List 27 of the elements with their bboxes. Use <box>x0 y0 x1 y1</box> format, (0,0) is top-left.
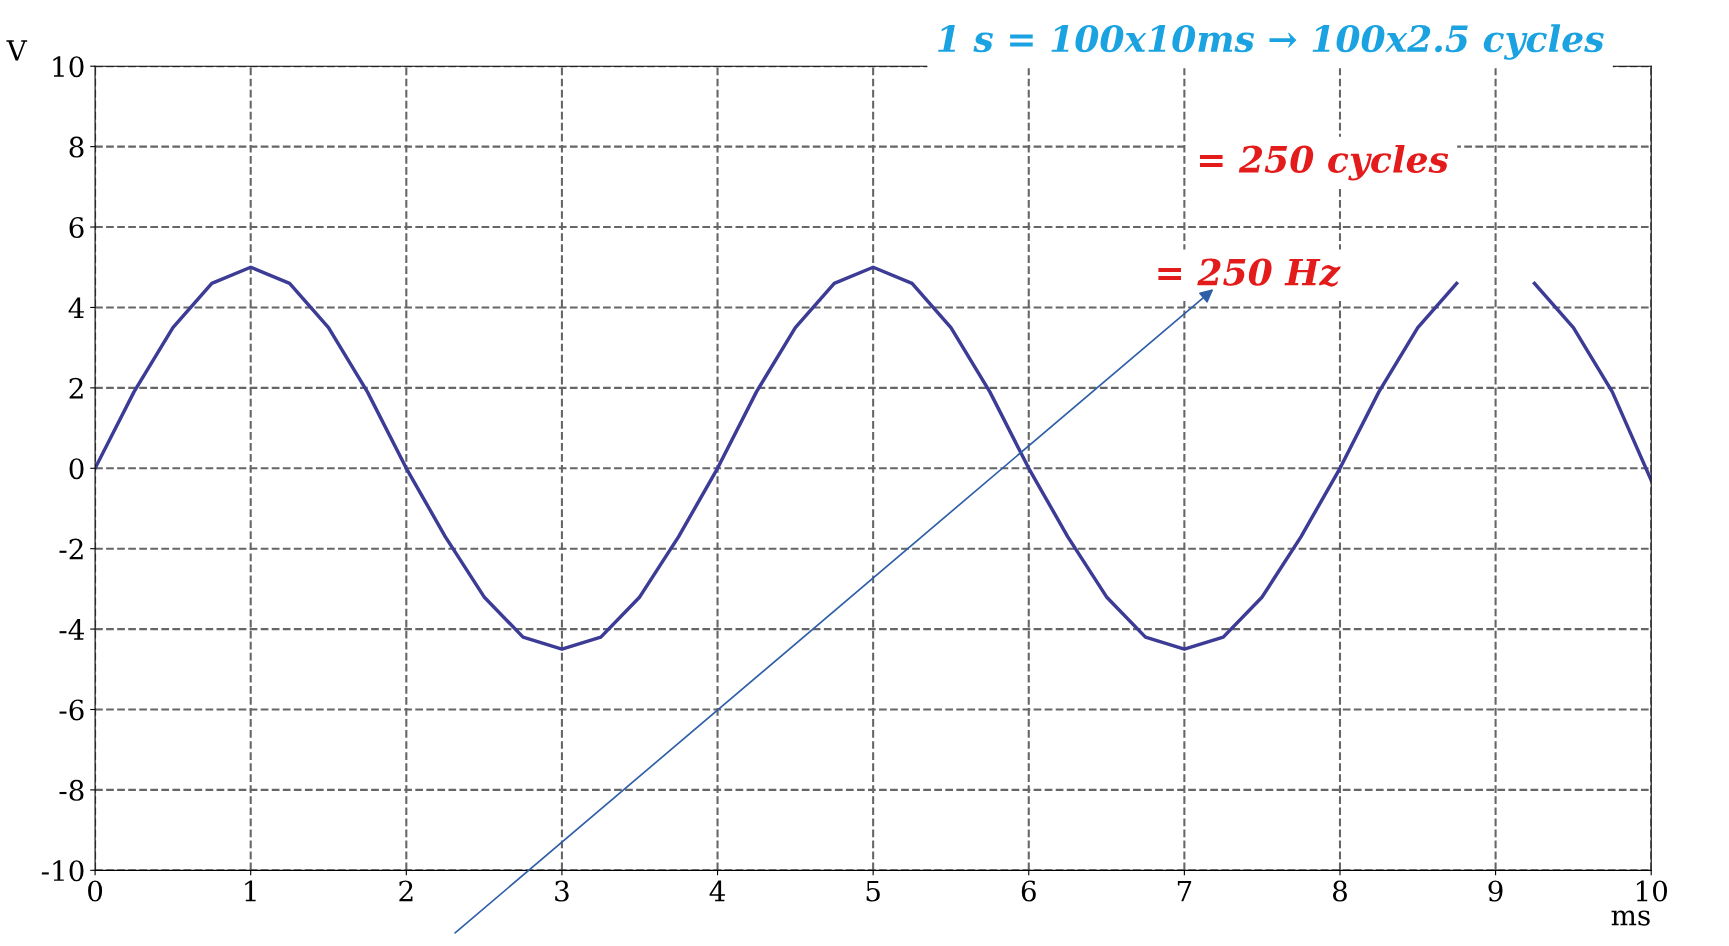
y-tick-label: 4 <box>68 297 84 318</box>
x-tick-label: 0 <box>88 880 103 902</box>
y-tick-label: 8 <box>69 136 84 158</box>
x-tick-label: 8 <box>1333 880 1347 902</box>
x-tick-label: 1 <box>245 880 256 902</box>
x-axis-title: ms <box>1611 910 1650 926</box>
y-tick-label: 0 <box>69 458 84 480</box>
x-tick-label: 3 <box>555 880 569 902</box>
text: 1 s = 100x10ms → 100x2.5 cycles <box>938 24 1604 60</box>
annotation: = 250 Hz <box>1158 258 1341 287</box>
y-axis-title: V <box>6 40 28 61</box>
x-tick-label: 7 <box>1177 880 1192 902</box>
x-tick-label: 2 <box>399 880 413 902</box>
y-tick-label: -4 <box>59 619 84 640</box>
y-tick-label: -10 <box>41 860 84 882</box>
y-tick-label: -2 <box>59 538 83 560</box>
y-tick-label: -6 <box>59 699 84 721</box>
y-tick-label: 2 <box>69 377 83 399</box>
x-tick-label: 6 <box>1021 880 1036 902</box>
y-tick-label: 10 <box>53 56 84 78</box>
x-tick-label: 9 <box>1488 880 1503 902</box>
y-tick-label: -8 <box>59 779 84 801</box>
y-tick-label: 6 <box>69 216 84 238</box>
x-tick-label: 10 <box>1636 880 1668 902</box>
x-tick-label: 5 <box>866 880 880 902</box>
annotation: = 250 cycles <box>1199 144 1449 181</box>
x-tick-label: 4 <box>709 880 725 902</box>
